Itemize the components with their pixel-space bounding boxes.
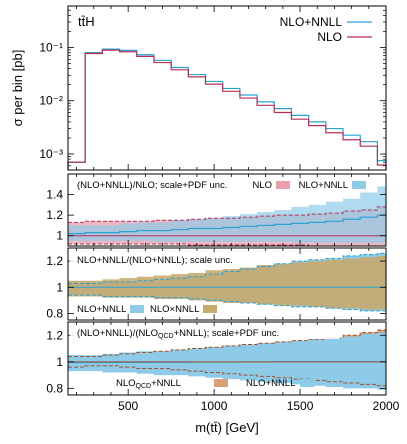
legend-label-nlo-times-nnll: NLO×NNLL [150, 304, 199, 315]
legend-label-nlo-nnll-band: NLO+NNLL [299, 180, 348, 191]
legend-swatch-nlo-times-nnll [203, 305, 217, 313]
scale-band-upper-edge [68, 252, 386, 284]
p4-y-tick-label: 1.2 [46, 328, 63, 342]
x-axis-label: m(tt̄) [GeV] [195, 420, 259, 435]
ratio-panel-scale: 0.8 1 1.2 NLO+NNLL/(NLO+NNLL); scale unc. NL… [46, 248, 387, 320]
legend-label-nlo-qcd-nnll: NLOQCD+NNLL [116, 378, 181, 390]
ratio-panel-scale-title-bg [70, 252, 270, 265]
legend-swatch-nlo-qcd-nnll [214, 379, 228, 387]
x-tick-label: 2000 [373, 399, 400, 413]
qcd-band-lower-edge [68, 365, 386, 387]
legend-swatch-nlo-band [276, 181, 290, 189]
ratio-panel-qcd: 0.8 1 1.2 500 1000 1500 2000 (NLO+NNLL)/(NLOQCD… [46, 322, 400, 413]
nlo-nnll-uncertainty-band [68, 186, 386, 243]
ratio-panel-nlo-title: (NLO+NNLL)/NLO; scale+PDF unc. [77, 180, 227, 191]
ratio-panel-nlo-title-bg [70, 178, 370, 191]
ratio-panel-scale-frame [67, 247, 387, 321]
legend-label-nlo: NLO [317, 30, 342, 44]
nlo-band-upper-edge [68, 206, 386, 223]
y-tick-label: 10⁻² [39, 94, 63, 108]
nlo-nnll-band [68, 332, 386, 390]
legend-swatch-nlo-nnll-band [352, 181, 366, 189]
ratio-panel-qcd-title-bg [70, 326, 340, 339]
p2-y-tick-label: 1.2 [46, 208, 63, 222]
y-tick-label: 10⁻¹ [39, 40, 63, 54]
p2-y-tick-label: 1 [56, 229, 63, 243]
nlo-nnll-histogram [67, 48, 387, 170]
ratio-panel-nlo-frame [67, 173, 387, 247]
process-title: tt̄H [78, 14, 95, 29]
legend-label-nlo-nnll-scale: NLO+NNLL [77, 304, 126, 315]
p3-y-tick-label: 0.8 [46, 306, 63, 320]
y-axis-label: σ per bin [pb] [10, 50, 25, 127]
legend-swatch-nlo-nnll-scale [130, 305, 144, 313]
ratio-panel-qcd-title: (NLO+NNLL)/(NLOQCD+NNLL); scale+PDF unc. [77, 328, 279, 340]
ratio-panel-nlo: 1 1.2 1.4 (NLO+NNLL)/NLO; scale+PDF unc. NLO… [46, 174, 387, 247]
x-tick-label: 1000 [201, 399, 228, 413]
p3-y-tick-label: 1 [56, 280, 63, 294]
legend-label-nlo-nnll: NLO+NNLL [246, 378, 295, 389]
p4-y-tick-label: 0.8 [46, 381, 63, 395]
x-tick-label: 500 [118, 399, 138, 413]
main-legend: NLO+NNLL NLO [280, 15, 372, 44]
p2-y-tick-label: 1.4 [46, 188, 63, 202]
y-tick-label: 10⁻³ [39, 147, 63, 161]
ratio-panel-qcd-frame [67, 321, 387, 396]
main-panel: tt̄H σ per bin [pb] NLO+NNLL NLO 10⁻³ 10⁻… [10, 6, 387, 171]
nlo-histogram [67, 49, 387, 170]
legend-label-nlo-nnll: NLO+NNLL [280, 15, 343, 29]
legend-swatch-nlo-nnll [300, 379, 314, 387]
scale-band-lower-edge [68, 294, 386, 312]
p4-y-tick-label: 1 [56, 355, 63, 369]
legend-label-nlo-band: NLO [252, 180, 272, 191]
nlo-nnll-ratio-line [68, 214, 386, 235]
qcd-band-upper-edge [68, 329, 386, 358]
p3-y-tick-label: 1.2 [46, 254, 63, 268]
ratio-panel-scale-title: NLO+NNLL/(NLO+NNLL); scale unc. [77, 255, 233, 266]
x-tick-label: 1500 [287, 399, 314, 413]
main-panel-frame [67, 5, 387, 171]
